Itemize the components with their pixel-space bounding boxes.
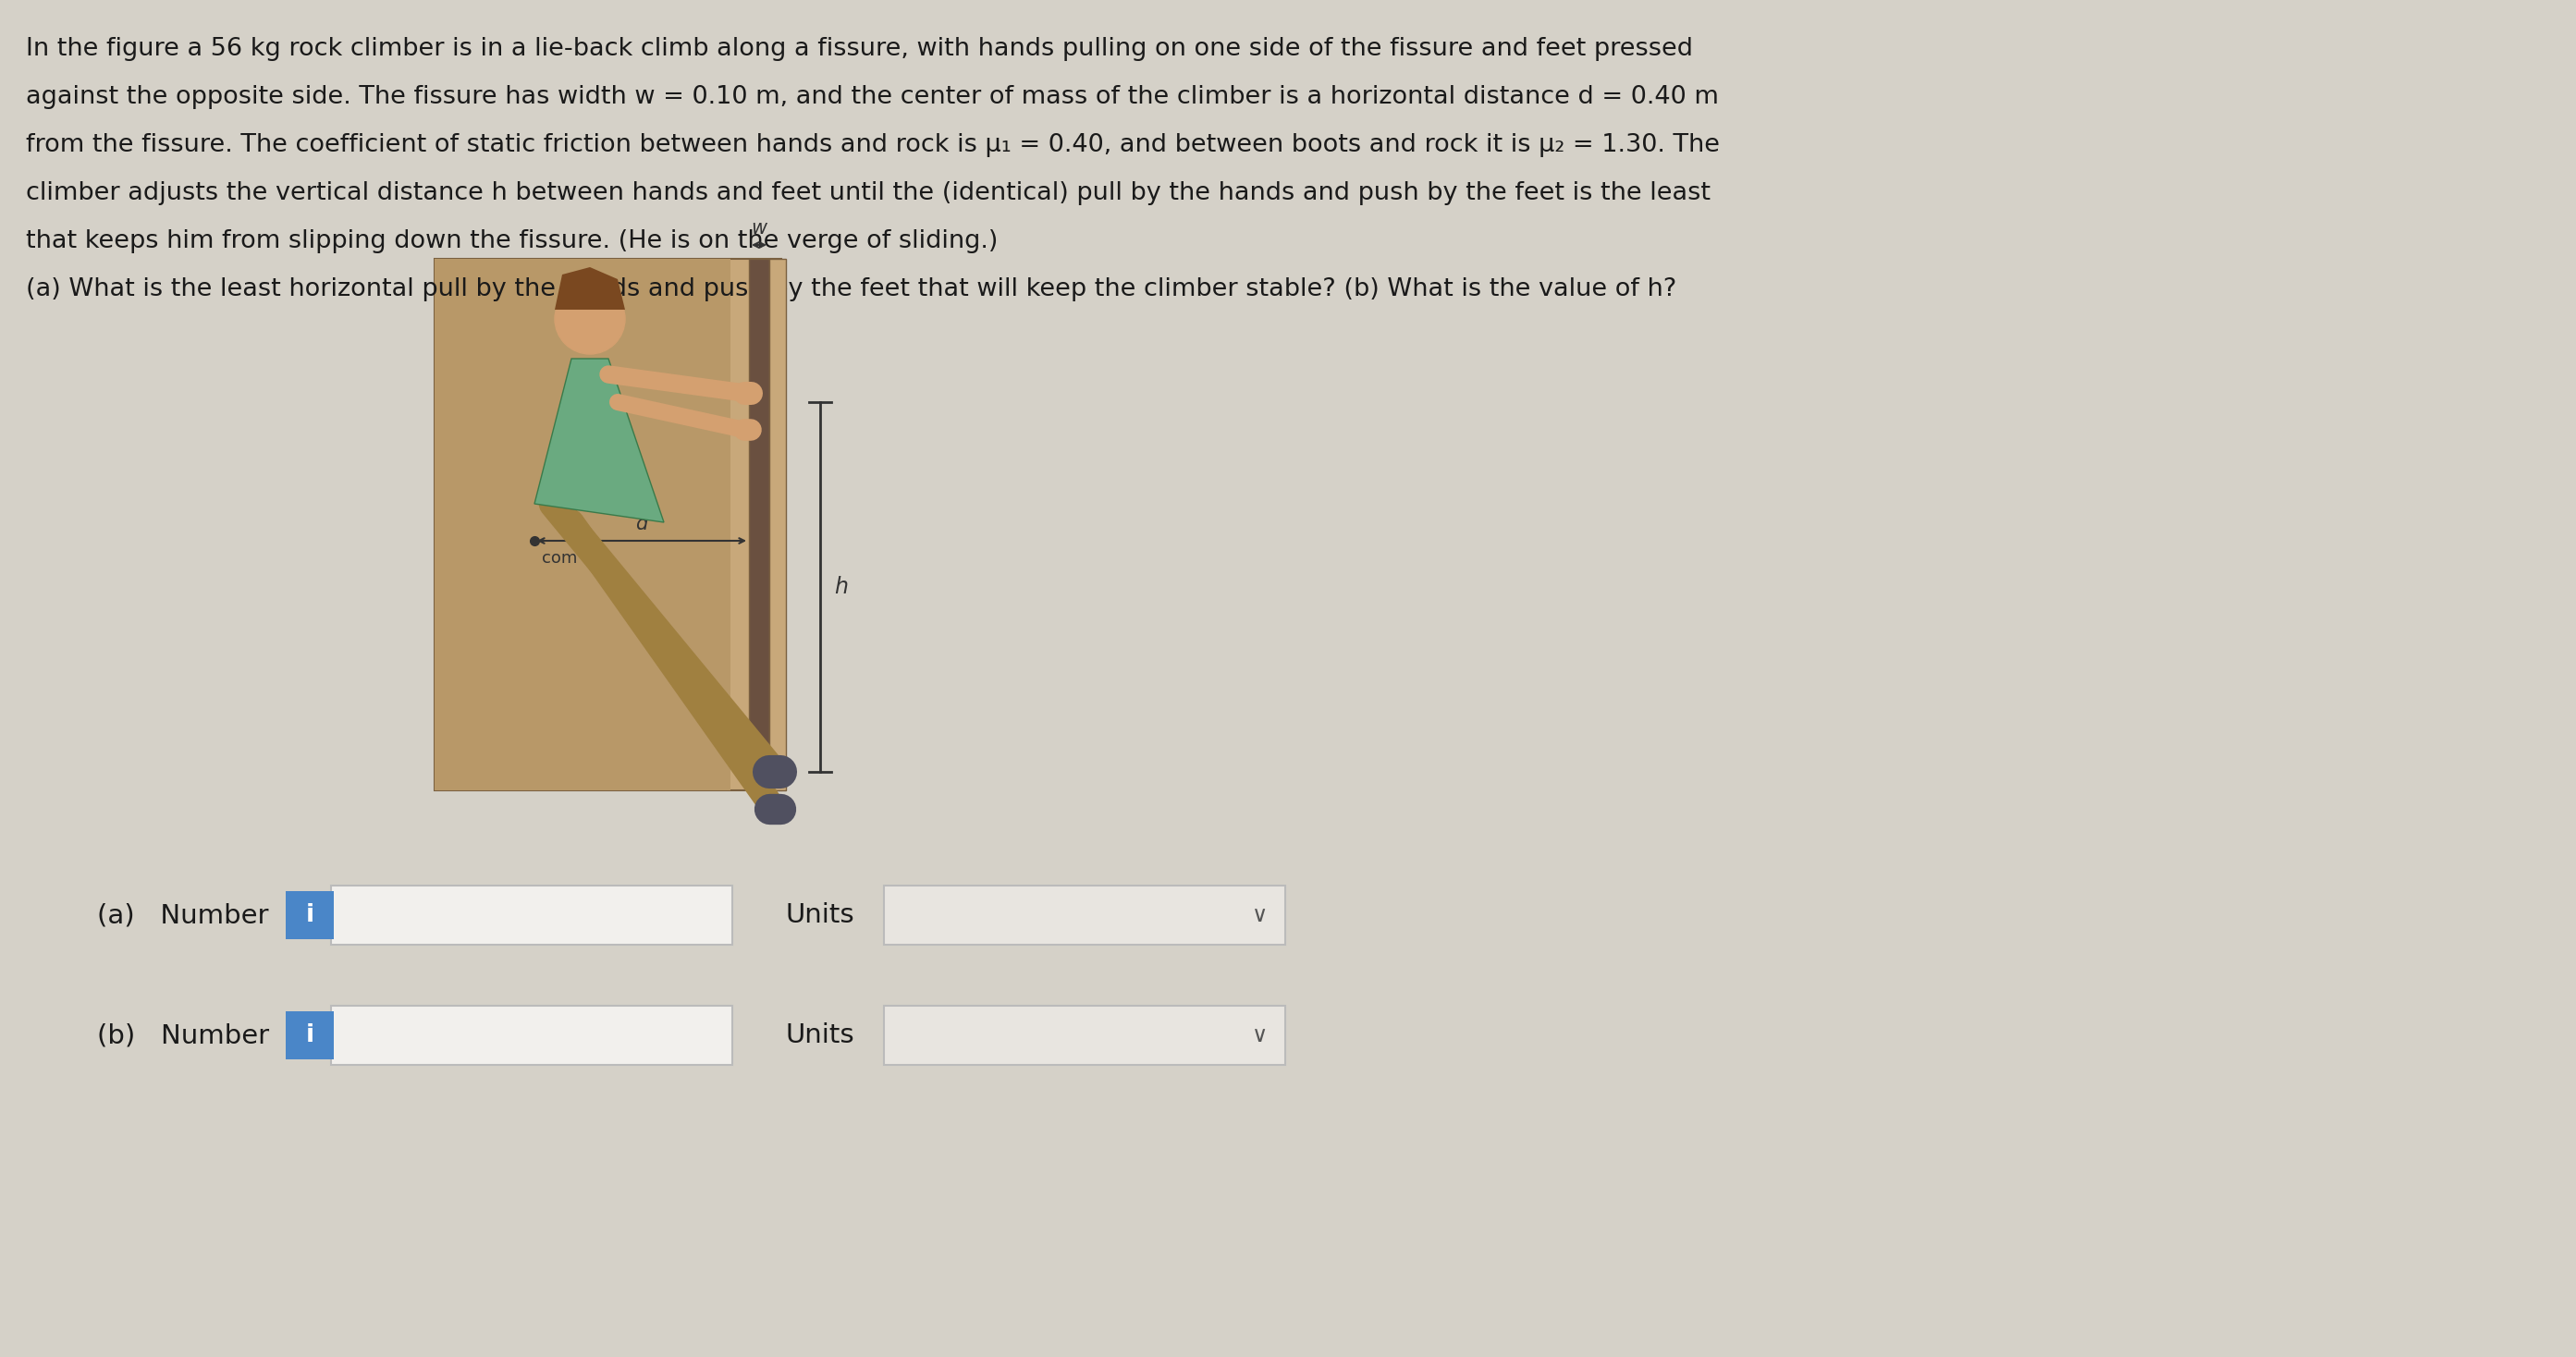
- Text: climber adjusts the vertical distance h between hands and feet until the (identi: climber adjusts the vertical distance h …: [26, 182, 1710, 205]
- FancyBboxPatch shape: [330, 1006, 732, 1065]
- Text: In the figure a 56 kg rock climber is in a lie-back climb along a fissure, with : In the figure a 56 kg rock climber is in…: [26, 37, 1692, 61]
- Text: d: d: [636, 514, 647, 533]
- Text: com: com: [541, 550, 577, 567]
- Text: (a) What is the least horizontal pull by the hands and push by the feet that wil: (a) What is the least horizontal pull by…: [26, 277, 1677, 301]
- Text: that keeps him from slipping down the fissure. (He is on the verge of sliding.): that keeps him from slipping down the fi…: [26, 229, 997, 254]
- Text: ∨: ∨: [1252, 1025, 1267, 1046]
- FancyBboxPatch shape: [330, 886, 732, 944]
- FancyBboxPatch shape: [884, 1006, 1285, 1065]
- FancyBboxPatch shape: [435, 259, 781, 790]
- FancyBboxPatch shape: [884, 886, 1285, 944]
- Text: h: h: [835, 575, 848, 598]
- Text: from the fissure. The coefficient of static friction between hands and rock is μ: from the fissure. The coefficient of sta…: [26, 133, 1721, 157]
- Text: Units: Units: [786, 902, 855, 928]
- Circle shape: [554, 284, 626, 354]
- Text: (b)   Number: (b) Number: [98, 1022, 268, 1048]
- FancyBboxPatch shape: [770, 259, 786, 790]
- FancyBboxPatch shape: [286, 1011, 335, 1060]
- Text: against the opposite side. The fissure has width w = 0.10 m, and the center of m: against the opposite side. The fissure h…: [26, 85, 1718, 109]
- Text: w: w: [752, 218, 768, 237]
- Text: ∨: ∨: [1252, 904, 1267, 927]
- Polygon shape: [554, 267, 626, 309]
- FancyBboxPatch shape: [435, 259, 732, 790]
- FancyBboxPatch shape: [750, 259, 770, 790]
- Text: Units: Units: [786, 1022, 855, 1048]
- Text: i: i: [307, 1023, 314, 1048]
- FancyBboxPatch shape: [286, 892, 335, 939]
- Text: i: i: [307, 904, 314, 927]
- Polygon shape: [533, 358, 665, 522]
- Text: (a)   Number: (a) Number: [98, 902, 268, 928]
